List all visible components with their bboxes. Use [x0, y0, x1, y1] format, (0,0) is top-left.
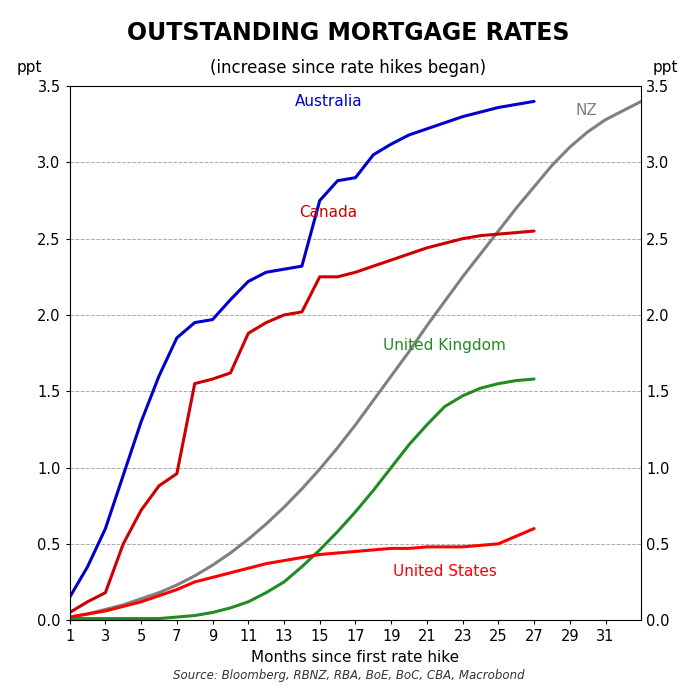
Text: Source: Bloomberg, RBNZ, RBA, BoE, BoC, CBA, Macrobond: Source: Bloomberg, RBNZ, RBA, BoE, BoC, … [173, 669, 524, 682]
Text: OUTSTANDING MORTGAGE RATES: OUTSTANDING MORTGAGE RATES [128, 21, 569, 45]
Text: ppt: ppt [652, 60, 678, 75]
X-axis label: Months since first rate hike: Months since first rate hike [252, 650, 459, 665]
Text: Australia: Australia [295, 94, 362, 109]
Text: United Kingdom: United Kingdom [383, 338, 506, 353]
Text: Canada: Canada [300, 205, 358, 220]
Text: (increase since rate hikes began): (increase since rate hikes began) [210, 59, 487, 76]
Text: NZ: NZ [575, 103, 597, 118]
Text: ppt: ppt [17, 60, 43, 75]
Text: United States: United States [393, 564, 497, 579]
